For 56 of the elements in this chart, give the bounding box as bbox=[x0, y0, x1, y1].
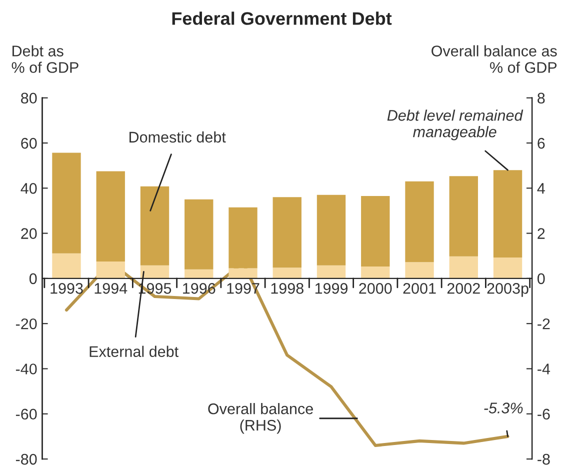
x-tick-label: 1998 bbox=[271, 283, 304, 294]
x-tick-label: 2001 bbox=[403, 283, 436, 294]
y-tick-label: -80 bbox=[16, 454, 37, 465]
y-tick-label: 60 bbox=[21, 138, 37, 149]
y2-tick-label: -8 bbox=[538, 454, 550, 465]
y2-tick-label: 4 bbox=[537, 183, 545, 194]
y2-tick-label: -2 bbox=[538, 318, 550, 330]
x-tick-label: 2002 bbox=[447, 283, 480, 294]
y-tick-label: 0 bbox=[29, 273, 37, 284]
bar bbox=[449, 176, 478, 256]
bar bbox=[405, 181, 434, 262]
y2-tick-label: 0 bbox=[537, 273, 545, 284]
bar bbox=[361, 266, 390, 278]
y-tick-label: -40 bbox=[16, 364, 37, 374]
bar bbox=[52, 253, 81, 278]
bar bbox=[140, 265, 170, 278]
bar bbox=[184, 199, 214, 270]
bar bbox=[316, 265, 346, 278]
y-tick-label: 20 bbox=[21, 228, 37, 239]
bar bbox=[184, 269, 214, 278]
bar bbox=[140, 186, 170, 266]
y-tick-label: -20 bbox=[16, 318, 37, 330]
series-label: Domestic debt bbox=[130, 131, 226, 143]
annotation: -5.3% bbox=[484, 402, 523, 414]
y-tick-label: 80 bbox=[21, 92, 37, 104]
annotation: Debt level remained manageable bbox=[387, 110, 524, 140]
bar bbox=[96, 171, 125, 262]
series-label: Overall balance (RHS) bbox=[208, 403, 313, 434]
bar bbox=[52, 152, 81, 254]
y2-tick-label: 6 bbox=[538, 138, 545, 149]
bar bbox=[449, 256, 478, 278]
bar bbox=[493, 257, 522, 278]
y2-axis-title: Overall balance as % of GDP bbox=[432, 45, 557, 73]
bar bbox=[228, 268, 258, 278]
bar bbox=[405, 262, 434, 278]
y-axis-title: Debt as % of GDP bbox=[12, 45, 78, 73]
y2-tick-label: -4 bbox=[538, 364, 550, 374]
y-tick-label: 40 bbox=[20, 183, 37, 194]
bar bbox=[272, 197, 302, 268]
y2-tick-label: -6 bbox=[538, 408, 550, 420]
x-tick-label: 2000 bbox=[359, 283, 392, 294]
x-tick-label: 2003p bbox=[487, 283, 528, 297]
bar bbox=[272, 268, 302, 278]
chart-title: Federal Government Debt bbox=[172, 12, 392, 25]
x-tick-label: 1999 bbox=[315, 283, 348, 294]
bar bbox=[361, 196, 390, 266]
y2-tick-label: 2 bbox=[538, 228, 545, 239]
y-tick-label: -60 bbox=[16, 408, 37, 420]
bar bbox=[493, 170, 522, 258]
bar bbox=[316, 194, 346, 266]
text: External debt bbox=[90, 346, 178, 358]
y2-tick-label: 8 bbox=[538, 92, 545, 104]
x-tick-label: 1994 bbox=[94, 283, 128, 294]
bar bbox=[96, 262, 125, 278]
x-tick-label: 1993 bbox=[50, 283, 83, 294]
bar bbox=[228, 207, 258, 268]
